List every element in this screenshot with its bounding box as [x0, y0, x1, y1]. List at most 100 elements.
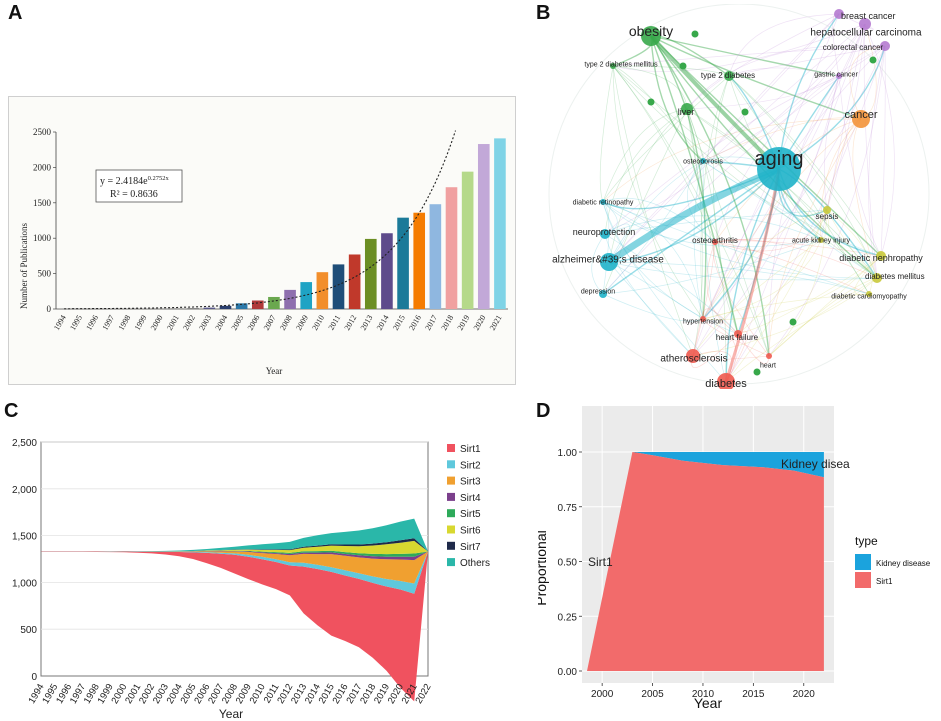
panel-b-edge [612, 65, 822, 241]
panel-a-equation-exponent: 0.2752x [148, 175, 170, 182]
panel-c-legend-swatch [447, 541, 455, 550]
panel-c-ytick-label: 2,500 [12, 438, 37, 449]
panel-c-legend-swatch [447, 476, 455, 485]
panel-a-bar [187, 308, 200, 309]
svg-text:y = 2.4184e0.2752x: y = 2.4184e0.2752x [100, 175, 169, 187]
panel-b-node-label: breast cancer [841, 11, 896, 21]
panel-c-legend-label: Sirt3 [460, 477, 481, 488]
panel-c-area-sirt7 [41, 538, 428, 552]
panel-d-ytick-label: 0.50 [558, 558, 578, 569]
panel-b-node-small [679, 62, 687, 70]
panel-b-node [757, 147, 801, 191]
panel-b-node-label: type 2 diabetes mellitus [584, 61, 658, 68]
panel-b-edge [608, 261, 694, 357]
panel-a-ytick-label: 2000 [33, 162, 52, 172]
panel-b-edge [612, 65, 694, 357]
panel-b-edge [778, 45, 886, 170]
panel-b-edge [602, 201, 610, 295]
panel-b-node [734, 330, 742, 338]
panel-c-area-others [41, 518, 428, 552]
panel-b-edge [686, 108, 878, 279]
panel-d-area-sirt1 [587, 452, 824, 671]
panel-d-xtick-label: 2000 [591, 689, 614, 700]
panel-b-edge [604, 223, 630, 263]
panel-b-node-label: cancer [844, 109, 877, 121]
panel-b-edge [686, 75, 840, 110]
panel-b-edge [602, 108, 688, 203]
panel-d-ytick-label: 1.00 [558, 448, 578, 459]
panel-b-node-label: osteoarthritis [692, 236, 738, 245]
panel-b-edge [863, 23, 878, 279]
panel-a-equation-box: y = 2.4184e0.2752x R² = 0.8636 [95, 169, 183, 203]
panel-b-edge [602, 197, 716, 243]
panel-a-bar [203, 307, 216, 309]
panel-a-bar [413, 212, 426, 309]
panel-b-edge [714, 241, 870, 295]
panel-b-node [852, 110, 870, 128]
panel-b-edge [602, 201, 878, 279]
panel-c-ytick-label: 2,000 [12, 485, 37, 496]
panel-b-node-label: liver [678, 107, 695, 117]
panel-b-edge [728, 45, 886, 77]
panel-a-bar [155, 308, 167, 309]
panel-b-network: aging obesity cancer breast cancer hepatocel… [548, 4, 930, 389]
panel-b-node [712, 239, 718, 245]
panel-a-bar [284, 289, 296, 309]
panel-b-edge [608, 261, 870, 295]
panel-b-edge [608, 160, 704, 263]
panel-b-node-label: diabetes mellitus [865, 272, 925, 281]
panel-b-edge [650, 35, 840, 77]
panel-b-edge [700, 75, 730, 320]
panel-b-edge [608, 13, 840, 263]
panel-b-node-small [789, 318, 797, 326]
panel-d-legend-label-kidney: Kidney disease [876, 559, 931, 568]
panel-b-edge [712, 241, 770, 357]
panel-d-proportional-chart: 0.00 0.25 0.50 0.75 1.00 2000 2005 2010 2015 202… [538, 406, 931, 711]
panel-a-ytick-label: 1000 [33, 233, 52, 243]
panel-d-legend-swatch-kidney [855, 554, 871, 570]
panel-b-node-label: diabetes [705, 378, 747, 389]
panel-b-edge [602, 201, 704, 320]
panel-b-edge [591, 233, 606, 295]
panel-b-node-small [691, 30, 699, 38]
panel-b-edge [608, 23, 866, 263]
panel-d-legend-swatch-sirt1 [855, 572, 871, 588]
panel-b-edge [702, 118, 862, 320]
panel-b-edge [714, 239, 878, 279]
panel-d-annotation-sirt1: Sirt1 [588, 555, 613, 569]
panel-a-bar [332, 264, 345, 309]
panel-d-legend-label-sirt1: Sirt1 [876, 577, 893, 586]
panel-b-edge [604, 108, 688, 235]
panel-b-edge [714, 209, 828, 252]
panel-b-node-label: heart failure [716, 333, 759, 342]
panel-c-xtick-label: 2022 [414, 682, 434, 706]
panel-b-edge [612, 65, 688, 110]
panel-b-edge [604, 75, 840, 235]
panel-a-bar [300, 282, 313, 309]
panel-b-edge [604, 215, 822, 241]
panel-b-edge [728, 13, 840, 77]
panel-b-edge [604, 233, 694, 357]
panel-b-node [766, 353, 772, 359]
panel-b-edge [608, 168, 780, 263]
panel-b-edge [768, 118, 862, 357]
panel-b-node-label: depression [581, 288, 615, 295]
panel-b-edge [602, 201, 727, 383]
panel-b-edge [686, 108, 770, 357]
panel-b-edge [725, 45, 886, 383]
panel-b-edge [612, 65, 704, 162]
panel-b-edge [702, 160, 882, 257]
panel-c-legend-swatch [447, 444, 455, 452]
panel-a-bar [235, 303, 248, 309]
panel-b-edge [612, 65, 770, 357]
panel-b-edge [713, 75, 739, 335]
panel-b-edge [602, 118, 862, 203]
panel-a-bar [477, 144, 490, 309]
panel-b-edge [702, 308, 739, 335]
panel-b-node [876, 251, 886, 261]
panel-b-edge [604, 209, 828, 235]
panel-d-ytick-label: 0.25 [558, 612, 578, 623]
panel-b-edge [702, 293, 870, 320]
panel-b-edge [650, 35, 739, 335]
